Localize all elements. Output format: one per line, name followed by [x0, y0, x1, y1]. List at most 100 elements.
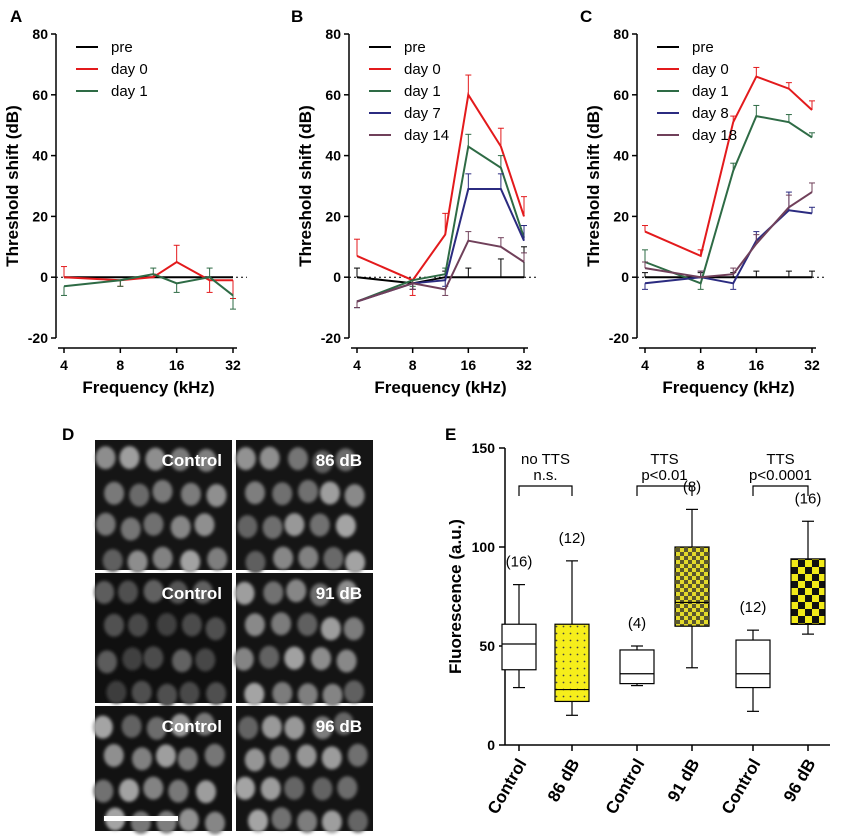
cell-nucleus — [143, 579, 164, 603]
micrograph-tile-control-96: Control — [92, 706, 232, 835]
series-pre — [354, 246, 527, 290]
y-tick-label: 0 — [333, 269, 341, 285]
micrograph-label: Control — [162, 451, 222, 470]
legend-label: pre — [404, 39, 426, 56]
cell-nucleus — [170, 447, 191, 471]
micrograph-label: 91 dB — [316, 584, 362, 603]
micrograph-tile-control-91: Control — [94, 573, 232, 707]
box-6: (16) 96 dB — [780, 490, 826, 805]
panel-letter-a: A — [10, 7, 22, 26]
cell-nucleus — [259, 645, 280, 669]
legend-label: day 0 — [692, 61, 729, 78]
cell-nucleus — [205, 811, 225, 835]
legend-label: day 18 — [692, 127, 737, 144]
cell-nucleus — [177, 747, 198, 771]
box-body — [674, 546, 710, 627]
box-body — [554, 623, 590, 703]
series-line — [644, 191, 813, 279]
cell-nucleus — [335, 448, 356, 472]
comparison-line2: n.s. — [533, 467, 557, 484]
cell-nucleus — [97, 650, 117, 674]
cell-nucleus — [296, 744, 317, 768]
box-3: (4) Control — [602, 615, 655, 818]
comparison-line1: no TTS — [521, 451, 570, 468]
x-tick-label: 16 — [461, 357, 477, 373]
cell-nucleus — [121, 714, 142, 738]
legend-label: day 0 — [111, 61, 148, 78]
cell-nucleus — [333, 712, 354, 736]
cell-nucleus — [172, 649, 192, 673]
cell-nucleus — [102, 549, 123, 573]
cell-nucleus — [95, 446, 116, 470]
cell-nucleus — [284, 513, 305, 537]
cell-nucleus — [312, 716, 333, 740]
x-tick-label: 4 — [353, 357, 361, 373]
micrograph-label: Control — [162, 717, 222, 736]
cell-nucleus — [120, 517, 141, 541]
cell-nucleus — [178, 808, 199, 832]
cell-nucleus — [196, 448, 217, 472]
cell-nucleus — [344, 680, 364, 704]
cell-nucleus — [336, 649, 357, 673]
cell-nucleus — [128, 613, 149, 637]
cell-nucleus — [322, 683, 343, 707]
y-tick-label: 20 — [325, 208, 341, 224]
cell-nucleus — [156, 810, 177, 834]
cell-nucleus — [238, 716, 259, 740]
cell-nucleus — [245, 550, 266, 574]
cell-nucleus — [132, 747, 152, 771]
cell-nucleus — [261, 715, 282, 739]
series-line — [356, 92, 525, 282]
cell-nucleus — [130, 811, 151, 835]
series-day-14 — [354, 231, 527, 309]
box-body — [501, 623, 537, 671]
cell-nucleus — [234, 581, 255, 605]
comparison-bracket — [518, 485, 573, 496]
sample-size-label: (16) — [795, 490, 822, 507]
cell-nucleus — [93, 779, 114, 803]
cell-nucleus — [244, 682, 265, 706]
y-axis-label: Fluorescence (a.u.) — [446, 519, 465, 674]
x-tick-label: Control — [602, 756, 649, 818]
cell-nucleus — [143, 776, 164, 800]
cell-nucleus — [309, 513, 330, 537]
y-tick-label: -20 — [321, 330, 341, 346]
cell-nucleus — [297, 613, 318, 636]
cell-nucleus — [95, 512, 116, 536]
y-tick-label: 50 — [479, 638, 495, 654]
x-tick-label: 32 — [225, 357, 241, 373]
cell-nucleus — [122, 647, 143, 671]
cell-nucleus — [152, 479, 173, 503]
cell-nucleus — [262, 516, 283, 539]
micrograph-label: 86 dB — [316, 451, 362, 470]
cell-nucleus — [288, 447, 308, 471]
x-tick-label: 16 — [169, 357, 185, 373]
x-axis-label: Frequency (kHz) — [374, 378, 506, 397]
cell-nucleus — [286, 579, 307, 603]
box-1: (16) Control — [484, 554, 537, 817]
cell-nucleus — [180, 482, 201, 506]
cell-nucleus — [170, 515, 191, 539]
micrograph-tile-91db: 91 dB — [233, 573, 373, 707]
cell-nucleus — [271, 612, 292, 636]
cell-nucleus — [245, 481, 265, 505]
legend-label: day 1 — [404, 83, 441, 100]
x-tick-label: 8 — [409, 357, 417, 373]
y-tick-label: 0 — [487, 737, 495, 753]
y-tick-label: 60 — [613, 87, 629, 103]
panel-letter-e: E — [445, 425, 456, 444]
cell-nucleus — [297, 683, 318, 707]
cell-nucleus — [297, 810, 318, 834]
sample-size-label: (12) — [740, 599, 767, 616]
cell-nucleus — [156, 744, 176, 768]
y-tick-label: 0 — [621, 269, 629, 285]
x-tick-label: 32 — [804, 357, 820, 373]
cell-nucleus — [347, 743, 368, 767]
y-tick-label: 40 — [32, 148, 48, 164]
y-axis-label: Threshold shift (dB) — [3, 105, 22, 266]
legend-label: pre — [692, 39, 714, 56]
series-day-0 — [642, 66, 815, 258]
